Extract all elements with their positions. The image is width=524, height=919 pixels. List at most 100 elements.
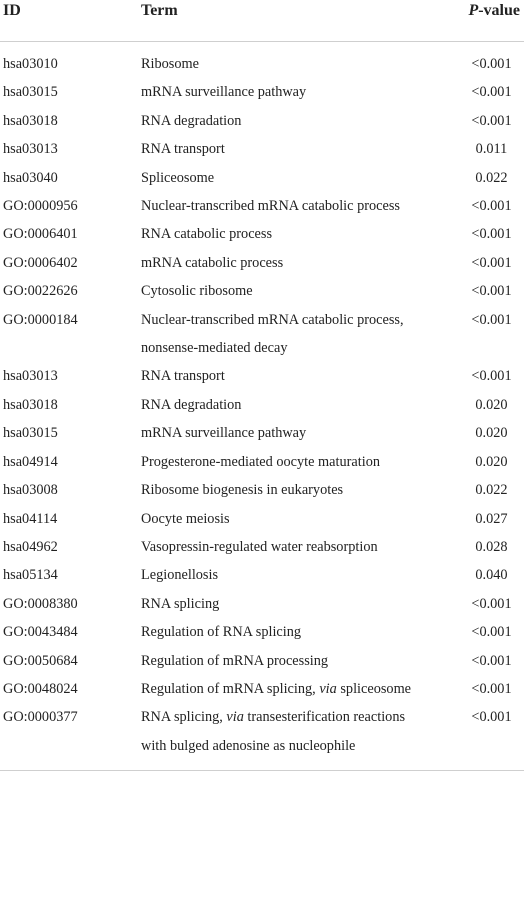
cell-id: hsa04962 <box>3 538 58 555</box>
table-row: hsa03015 mRNA surveillance pathway 0.020 <box>0 419 524 447</box>
cell-id: hsa03008 <box>3 482 58 499</box>
cell-id: hsa03015 <box>3 425 58 442</box>
cell-term: Ribosome <box>141 56 199 72</box>
text-segment: P <box>468 2 479 19</box>
cell-term: Spliceosome <box>141 169 215 186</box>
text-segment: via <box>226 709 244 726</box>
text-segment: spliceosome <box>336 680 412 697</box>
cell-term: Legionellosis <box>141 567 219 584</box>
cell-id: hsa03018 <box>3 112 58 129</box>
cell-id: GO:0050684 <box>3 652 78 669</box>
cell-term: Regulation of RNA splicing <box>141 624 302 641</box>
cell-p-value: <0.001 <box>471 226 512 243</box>
cell-id: GO:0000377 <box>0 703 141 772</box>
cell-term: mRNA surveillance pathway <box>141 425 307 442</box>
cell-term: RNA degradation <box>141 112 242 129</box>
cell-term: Regulation of mRNA splicing, via spliceo… <box>141 675 429 703</box>
cell-p-value: 0.011 <box>475 141 508 158</box>
cell-p-value: 0.027 <box>475 510 508 527</box>
table-row: hsa03010 Ribosome <0.001 <box>0 42 524 79</box>
cell-p-value: <0.001 <box>471 254 512 271</box>
cell-p-value: 0.040 <box>475 567 508 584</box>
table-row: hsa03013 RNA transport <0.001 <box>0 362 524 390</box>
cell-id: hsa05134 <box>3 567 58 584</box>
cell-id: hsa03018 <box>3 396 58 413</box>
cell-term: Oocyte meiosis <box>141 510 230 527</box>
table-row: hsa03018 RNA degradation 0.020 <box>0 391 524 419</box>
header-p-value: P-value <box>429 0 524 42</box>
cell-p-value: 0.022 <box>475 482 508 499</box>
cell-p-value: <0.001 <box>471 595 512 612</box>
cell-p-value: 0.020 <box>475 396 508 413</box>
table-row: GO:0048024 Regulation of mRNA splicing, v… <box>0 675 524 703</box>
cell-id: hsa03010 <box>3 56 58 72</box>
cell-term: RNA transport <box>141 141 225 158</box>
cell-id: GO:0006402 <box>3 254 78 271</box>
table-row: hsa03013 RNA transport 0.011 <box>0 135 524 163</box>
cell-term: Nuclear-transcribed mRNA catabolic proce… <box>141 198 400 215</box>
cell-term: Vasopressin-regulated water reabsorption <box>141 538 378 555</box>
cell-term: mRNA catabolic process <box>141 254 284 271</box>
cell-term: RNA catabolic process <box>141 226 273 243</box>
text-segment: RNA splicing, <box>141 709 227 726</box>
cell-p-value: <0.001 <box>471 368 512 385</box>
cell-id: GO:0048024 <box>3 680 78 697</box>
results-table: ID Term P-value hsa03010 Ribosome <0.001 hs… <box>0 0 524 772</box>
cell-id: hsa03013 <box>3 141 58 158</box>
cell-id: GO:0006401 <box>3 226 78 243</box>
header-row: ID Term P-value <box>0 0 524 42</box>
cell-id: GO:0008380 <box>3 595 78 612</box>
cell-id: GO:0022626 <box>3 283 78 300</box>
cell-id: hsa04114 <box>3 510 58 527</box>
table-body: hsa03010 Ribosome <0.001 hsa03015 mRNA surve… <box>0 42 524 772</box>
text-segment: Regulation of mRNA splicing, <box>141 680 320 697</box>
cell-term: mRNA surveillance pathway <box>141 84 307 101</box>
table-row: GO:0006402 mRNA catabolic process <0.001 <box>0 249 524 277</box>
cell-term: RNA degradation <box>141 396 242 413</box>
cell-p-value: <0.001 <box>471 680 512 697</box>
table-row: hsa04914 Progesterone-mediated oocyte mat… <box>0 448 524 476</box>
cell-id: GO:0000184 <box>3 311 78 328</box>
table-row: hsa03015 mRNA surveillance pathway <0.001 <box>0 78 524 106</box>
cell-term: Nuclear-transcribed mRNA catabolic proce… <box>141 311 404 357</box>
table-header: ID Term P-value <box>0 0 524 42</box>
text-segment: -value <box>478 2 520 19</box>
cell-p-value: <0.001 <box>429 703 524 772</box>
cell-p-value: 0.022 <box>475 169 508 186</box>
cell-id: hsa04914 <box>3 453 58 470</box>
header-term: Term <box>141 0 429 42</box>
table-row: GO:0050684 Regulation of mRNA processing <… <box>0 647 524 675</box>
header-id: ID <box>0 0 141 42</box>
cell-p-value: <0.001 <box>471 112 512 129</box>
cell-p-value: 0.020 <box>475 425 508 442</box>
table-row: GO:0043484 Regulation of RNA splicing <0.0… <box>0 618 524 646</box>
cell-id: hsa03015 <box>3 84 58 101</box>
table-row: GO:0000956 Nuclear-transcribed mRNA catab… <box>0 192 524 220</box>
cell-p-value: <0.001 <box>471 624 512 641</box>
table-row: GO:0006401 RNA catabolic process <0.001 <box>0 220 524 248</box>
text-segment: via <box>319 680 337 697</box>
cell-term: Cytosolic ribosome <box>141 283 253 300</box>
cell-p-value: <0.001 <box>471 198 512 215</box>
table-row: GO:0000184 Nuclear-transcribed mRNA catab… <box>0 306 524 363</box>
table-row: GO:0008380 RNA splicing <0.001 <box>0 590 524 618</box>
table-row: hsa04114 Oocyte meiosis 0.027 <box>0 505 524 533</box>
cell-id: GO:0000956 <box>3 198 78 215</box>
table-row: hsa04962 Vasopressin-regulated water reab… <box>0 533 524 561</box>
cell-term: Progesterone-mediated oocyte maturation <box>141 453 380 470</box>
cell-p-value: 0.028 <box>475 538 508 555</box>
cell-term: RNA transport <box>141 368 225 385</box>
table-row: hsa05134 Legionellosis 0.040 <box>0 561 524 589</box>
cell-p-value: <0.001 <box>471 56 512 72</box>
table-row: GO:0000377 RNA splicing, via transesterif… <box>0 703 524 772</box>
cell-id: hsa03040 <box>3 169 58 186</box>
cell-p-value: <0.001 <box>471 652 512 669</box>
cell-p-value: <0.001 <box>471 311 512 328</box>
cell-id: hsa03013 <box>3 368 58 385</box>
cell-p-value: <0.001 <box>471 84 512 101</box>
cell-p-value: <0.001 <box>471 283 512 300</box>
cell-term: RNA splicing, via transesterification re… <box>141 703 429 772</box>
table-row: hsa03018 RNA degradation <0.001 <box>0 107 524 135</box>
cell-term: Regulation of mRNA processing <box>141 652 329 669</box>
